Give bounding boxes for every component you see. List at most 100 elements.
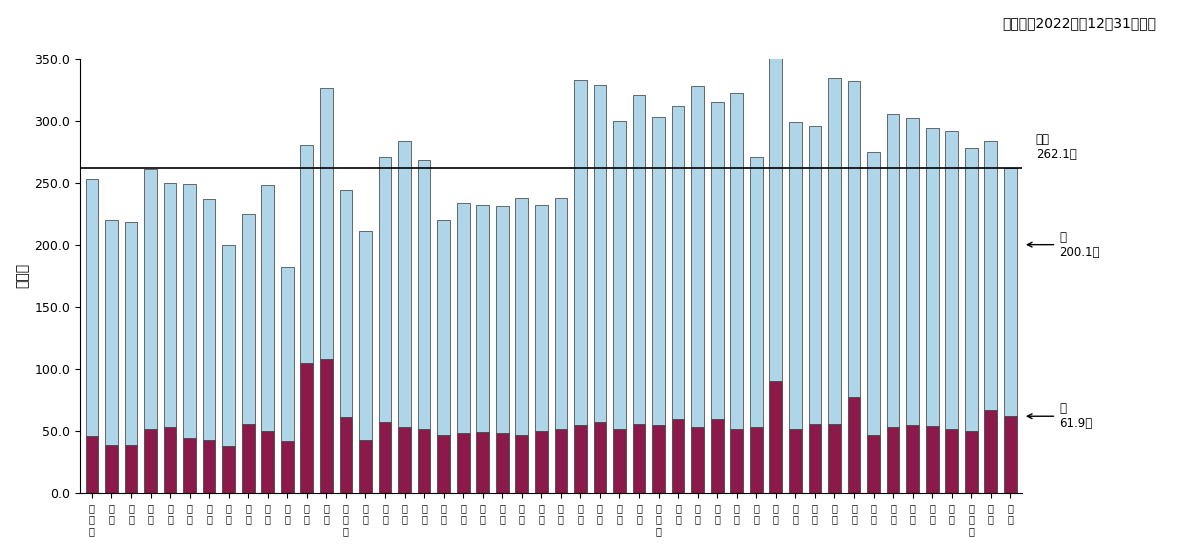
Bar: [163, 427, 176, 493]
Bar: [867, 435, 880, 493]
Text: 女
61.9人: 女 61.9人: [1028, 402, 1092, 430]
Bar: [808, 424, 821, 493]
Bar: [575, 425, 586, 493]
Bar: [242, 214, 255, 424]
Bar: [300, 145, 313, 363]
Bar: [985, 410, 998, 493]
Bar: [86, 436, 98, 493]
Bar: [789, 429, 802, 493]
Bar: [300, 363, 313, 493]
Bar: [633, 424, 645, 493]
Bar: [789, 122, 802, 429]
Bar: [223, 446, 235, 493]
Bar: [144, 429, 157, 493]
Bar: [398, 141, 411, 427]
Bar: [750, 427, 763, 493]
Bar: [1004, 416, 1017, 493]
Bar: [926, 426, 938, 493]
Bar: [437, 435, 449, 493]
Bar: [906, 425, 919, 493]
Bar: [964, 148, 977, 431]
Bar: [848, 397, 861, 493]
Bar: [828, 424, 840, 493]
Bar: [184, 439, 195, 493]
Bar: [477, 432, 489, 493]
Text: 全国
262.1人: 全国 262.1人: [1036, 133, 1076, 161]
Bar: [379, 156, 391, 422]
Bar: [125, 445, 137, 493]
Bar: [945, 429, 958, 493]
Bar: [86, 179, 98, 436]
Bar: [457, 434, 470, 493]
Bar: [398, 427, 411, 493]
Bar: [203, 199, 216, 440]
Bar: [652, 425, 665, 493]
Bar: [496, 206, 509, 434]
Bar: [319, 88, 333, 359]
Bar: [828, 78, 840, 424]
Bar: [964, 431, 977, 493]
Bar: [242, 424, 255, 493]
Bar: [1004, 168, 1017, 416]
Bar: [575, 80, 586, 425]
Bar: [652, 117, 665, 425]
Bar: [554, 198, 567, 429]
Bar: [613, 121, 626, 429]
Bar: [691, 86, 704, 427]
Bar: [808, 126, 821, 424]
Bar: [710, 102, 724, 419]
Bar: [203, 440, 216, 493]
Bar: [417, 160, 430, 429]
Bar: [848, 81, 861, 397]
Bar: [633, 95, 645, 424]
Bar: [319, 359, 333, 493]
Bar: [281, 441, 293, 493]
Bar: [554, 429, 567, 493]
Bar: [417, 429, 430, 493]
Bar: [613, 429, 626, 493]
Bar: [985, 141, 998, 410]
Bar: [906, 118, 919, 425]
Bar: [261, 185, 274, 431]
Bar: [340, 190, 353, 417]
Bar: [672, 419, 684, 493]
Bar: [945, 131, 958, 429]
Bar: [163, 183, 176, 427]
Bar: [105, 445, 118, 493]
Bar: [359, 440, 372, 493]
Bar: [731, 429, 743, 493]
Bar: [672, 106, 684, 419]
Bar: [535, 205, 547, 431]
Bar: [379, 422, 391, 493]
Bar: [887, 427, 900, 493]
Bar: [731, 93, 743, 429]
Y-axis label: （人）: （人）: [15, 263, 29, 288]
Bar: [926, 128, 938, 426]
Bar: [496, 434, 509, 493]
Bar: [281, 267, 293, 441]
Bar: [515, 435, 528, 493]
Bar: [515, 198, 528, 435]
Bar: [457, 203, 470, 434]
Bar: [887, 115, 900, 427]
Text: 男
200.1人: 男 200.1人: [1028, 231, 1100, 258]
Bar: [261, 431, 274, 493]
Bar: [750, 156, 763, 427]
Bar: [359, 231, 372, 440]
Bar: [340, 417, 353, 493]
Bar: [710, 419, 724, 493]
Bar: [144, 169, 157, 429]
Bar: [770, 381, 782, 493]
Bar: [770, 28, 782, 381]
Bar: [125, 223, 137, 445]
Bar: [223, 245, 235, 446]
Bar: [691, 427, 704, 493]
Bar: [105, 220, 118, 445]
Bar: [594, 422, 607, 493]
Bar: [477, 205, 489, 432]
Bar: [594, 85, 607, 422]
Bar: [437, 220, 449, 435]
Text: 令和４（2022）年12月31日現在: 令和４（2022）年12月31日現在: [1002, 17, 1156, 30]
Bar: [184, 184, 195, 439]
Bar: [867, 152, 880, 435]
